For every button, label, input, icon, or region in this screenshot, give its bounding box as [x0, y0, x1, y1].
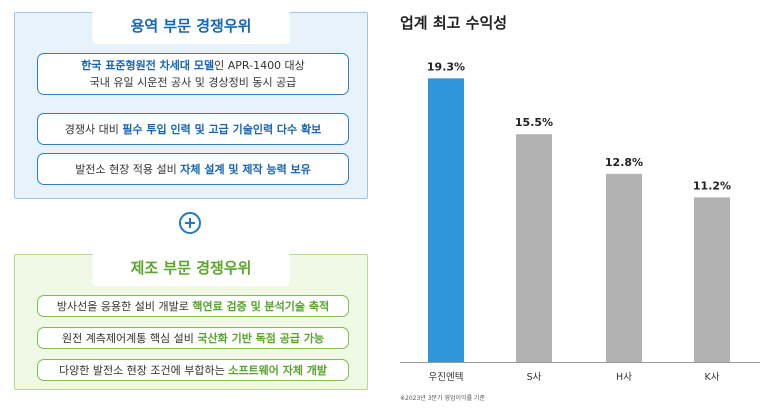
service-panel-title: 용역 부문 경쟁우위 — [92, 11, 290, 44]
item-text: 발전소 현장 적용 설비 — [75, 162, 181, 176]
item-line: 한국 표준형원전 차세대 모델인 APR-1400 대상 — [81, 57, 305, 74]
item-text: 방사선을 응용한 설비 개발로 — [56, 299, 193, 313]
plus-icon — [179, 212, 201, 234]
bar-value-label: 15.5% — [515, 116, 553, 129]
category-label: H사 — [616, 372, 632, 383]
item-text: 국내 유일 시운전 공사 및 경상정비 동시 공급 — [89, 76, 297, 89]
manufacturing-panel-title: 제조 부문 경쟁우위 — [92, 253, 290, 286]
highlight-text: 핵연료 검증 및 분석기술 축적 — [192, 299, 330, 313]
bar-3 — [606, 173, 642, 362]
service-item-3: 발전소 현장 적용 설비 자체 설계 및 제작 능력 보유 — [37, 153, 349, 185]
manufacturing-item-3: 다양한 발전소 현장 조건에 부합하는 소프트웨어 자체 개발 — [37, 359, 349, 381]
bar-1 — [428, 78, 464, 362]
item-line: 방사선을 응용한 설비 개발로 핵연료 검증 및 분석기술 축적 — [57, 298, 329, 315]
manufacturing-item-1: 방사선을 응용한 설비 개발로 핵연료 검증 및 분석기술 축적 — [37, 295, 349, 317]
bar-value-label: 19.3% — [427, 60, 465, 73]
highlight-text: 필수 투입 인력 및 고급 기술인력 다수 확보 — [122, 122, 322, 136]
bar-value-label: 12.8% — [605, 156, 643, 169]
category-label: S사 — [527, 372, 542, 383]
highlight-text: 한국 표준형원전 차세대 모델 — [81, 59, 215, 72]
item-line: 원전 계측제어계통 핵심 설비 국산화 기반 독점 공급 가능 — [62, 330, 324, 347]
item-text: 원전 계측제어계통 핵심 설비 — [61, 331, 198, 345]
item-line: 경쟁사 대비 필수 투입 인력 및 고급 기술인력 다수 확보 — [65, 121, 321, 138]
bar-value-label: 11.2% — [693, 179, 731, 192]
category-label: 우진엔텍 — [429, 372, 464, 383]
bar-2 — [516, 134, 552, 362]
highlight-text: 소프트웨어 자체 개발 — [228, 363, 328, 377]
chart-footnote: ※2023년 3분기 영업이익률 기준 — [400, 395, 486, 402]
item-line: 국내 유일 시운전 공사 및 경상정비 동시 공급 — [90, 74, 297, 91]
item-line: 발전소 현장 적용 설비 자체 설계 및 제작 능력 보유 — [75, 161, 311, 178]
service-item-2: 경쟁사 대비 필수 투입 인력 및 고급 기술인력 다수 확보 — [37, 113, 349, 145]
manufacturing-item-2: 원전 계측제어계통 핵심 설비 국산화 기반 독점 공급 가능 — [37, 327, 349, 349]
item-text: 다양한 발전소 현장 조건에 부합하는 — [58, 363, 229, 377]
manufacturing-advantage-panel: 제조 부문 경쟁우위 방사선을 응용한 설비 개발로 핵연료 검증 및 분석기술… — [14, 253, 368, 390]
item-line: 다양한 발전소 현장 조건에 부합하는 소프트웨어 자체 개발 — [59, 362, 327, 379]
item-text: 경쟁사 대비 — [64, 122, 123, 136]
highlight-text: 자체 설계 및 제작 능력 보유 — [180, 162, 311, 176]
highlight-text: 국산화 기반 독점 공급 가능 — [197, 331, 325, 345]
category-label: K사 — [705, 372, 720, 383]
item-text: 인 APR-1400 대상 — [214, 59, 305, 72]
chart-title: 업계 최고 수익성 — [400, 14, 508, 32]
bar-4 — [694, 197, 730, 362]
